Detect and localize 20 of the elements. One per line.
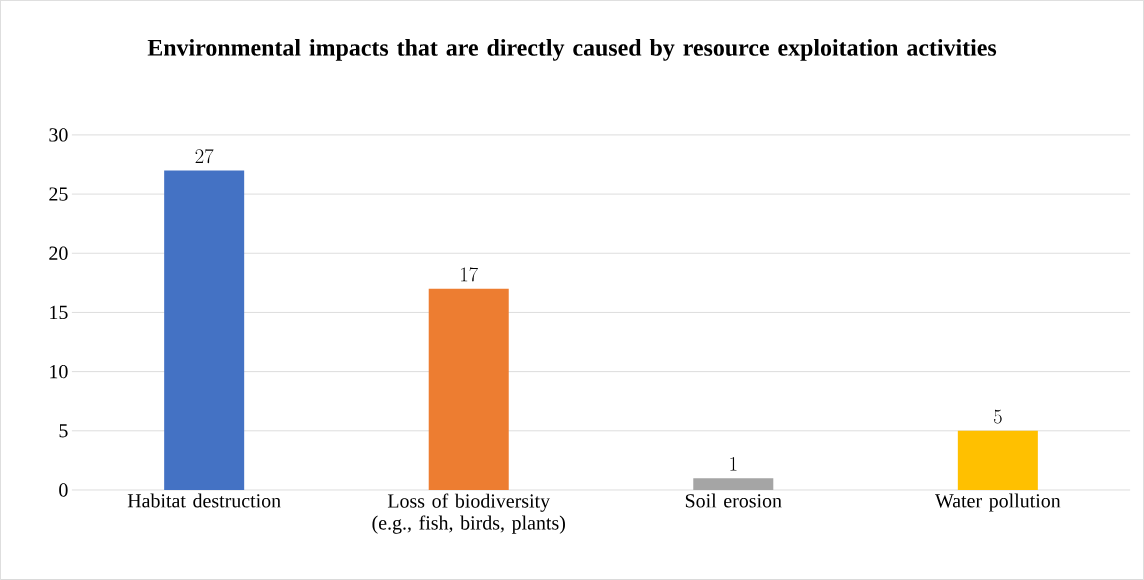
- data-label: 17: [461, 267, 479, 282]
- data-label: 5: [993, 409, 1002, 424]
- y-tick-label: 15: [50, 305, 68, 320]
- bar: [164, 170, 245, 491]
- y-tick-label: 10: [50, 364, 68, 379]
- x-tick-label: Habitat destruction: [127, 493, 281, 508]
- bar: [957, 430, 1038, 491]
- y-tick-label: 0: [59, 483, 68, 497]
- data-label: 1: [730, 457, 737, 471]
- y-tick-label: 30: [49, 128, 68, 142]
- bar: [693, 478, 774, 491]
- x-tick-label: Water pollution: [935, 493, 1061, 512]
- y-tick-label: 25: [49, 187, 68, 201]
- y-tick-label: 5: [59, 424, 68, 438]
- data-label: 27: [195, 148, 214, 164]
- bar: [428, 288, 509, 491]
- y-tick-label: 20: [49, 246, 68, 261]
- x-tick-label: Soil erosion: [685, 493, 782, 508]
- x-tick-label: Loss of biodiversity (e.g., fish, birds, plants): [372, 493, 565, 534]
- chart-title: Environmental impacts that are directly caused by resource exploitation activities: [147, 39, 997, 61]
